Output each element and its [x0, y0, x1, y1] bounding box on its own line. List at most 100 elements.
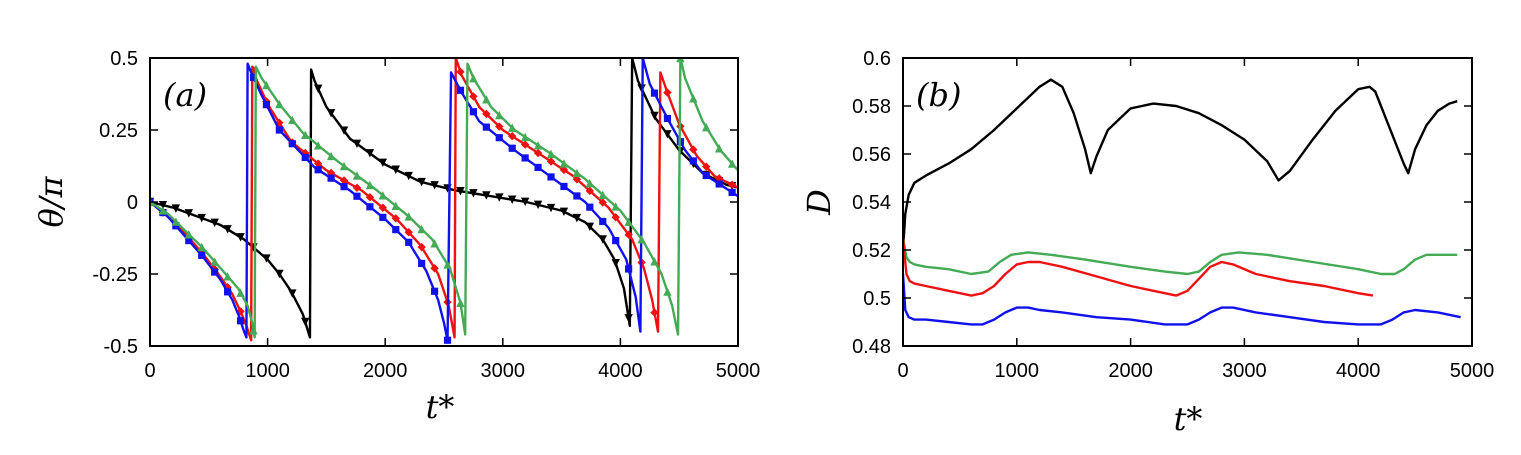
data-point — [158, 200, 168, 210]
data-point — [520, 197, 530, 207]
data-point — [572, 175, 582, 184]
x-tick-label: 5000 — [716, 360, 761, 382]
series-0 — [903, 78, 1458, 251]
data-point — [378, 191, 388, 200]
data-point — [546, 203, 556, 213]
data-point — [612, 236, 620, 245]
y-tick-label: 0.52 — [852, 240, 891, 262]
data-point — [404, 212, 413, 221]
series-line-1 — [903, 237, 1458, 276]
data-point — [405, 238, 413, 246]
data-point — [184, 230, 194, 239]
data-point — [702, 171, 710, 180]
x-tick-label: 4000 — [598, 360, 643, 382]
y-tick-label: 0.6 — [863, 48, 891, 70]
data-point — [663, 114, 672, 123]
panel-label-a: (a) — [163, 76, 207, 114]
series-line-3 — [150, 58, 738, 339]
series-2 — [903, 237, 1374, 297]
y-tick-label: 0.5 — [863, 288, 891, 310]
data-point — [521, 154, 529, 162]
data-point — [197, 213, 206, 223]
series-3 — [150, 58, 738, 339]
data-point — [185, 236, 193, 245]
data-point — [456, 298, 465, 307]
data-point — [534, 163, 542, 172]
data-point — [391, 214, 400, 223]
data-point — [171, 217, 181, 226]
data-point — [599, 217, 607, 226]
series-layer-b — [903, 78, 1461, 326]
data-point — [340, 183, 348, 191]
data-point — [611, 259, 620, 268]
y-tick-label: 0.48 — [852, 336, 891, 358]
data-point — [352, 171, 362, 180]
data-point — [482, 191, 491, 200]
data-point — [611, 202, 620, 211]
data-point — [469, 92, 478, 101]
data-point — [326, 151, 336, 161]
data-point — [650, 257, 659, 266]
data-point — [715, 180, 723, 188]
data-point — [210, 257, 219, 266]
data-point — [573, 192, 581, 200]
data-point — [585, 186, 595, 196]
data-point — [714, 174, 724, 183]
data-point — [171, 204, 181, 213]
data-point — [650, 308, 659, 317]
data-point — [184, 209, 194, 218]
data-point — [150, 197, 155, 207]
data-point — [598, 198, 607, 207]
data-point — [236, 307, 245, 316]
x-tick-label: 1000 — [995, 360, 1040, 382]
data-point — [365, 180, 375, 190]
data-point — [392, 226, 400, 234]
data-point — [339, 176, 349, 185]
series-2 — [150, 58, 738, 344]
data-point — [586, 203, 594, 211]
data-point — [559, 207, 569, 216]
x-tick-label: 3000 — [1222, 360, 1267, 382]
data-point — [223, 272, 232, 281]
y-tick-label: 0 — [127, 192, 138, 214]
data-point — [572, 213, 582, 223]
data-point — [624, 217, 633, 226]
series-1 — [150, 58, 738, 342]
data-point — [378, 158, 388, 168]
data-point — [572, 168, 582, 178]
y-axis-label-b: D — [800, 189, 838, 216]
series-layer-a — [150, 58, 738, 344]
data-point — [585, 178, 595, 188]
data-point — [326, 109, 336, 118]
data-point — [288, 140, 296, 148]
data-point — [327, 174, 335, 182]
data-point — [313, 84, 323, 94]
data-point — [508, 123, 517, 132]
data-point — [689, 157, 697, 165]
data-point — [391, 201, 400, 211]
data-point — [404, 171, 413, 181]
data-point — [236, 233, 245, 242]
data-point — [211, 268, 219, 276]
series-line-0 — [903, 78, 1458, 251]
data-point — [391, 165, 400, 174]
data-point — [339, 161, 349, 171]
data-point — [249, 325, 258, 335]
data-point — [469, 189, 478, 198]
data-point — [508, 144, 516, 152]
y-tick-label: 0.5 — [110, 48, 138, 70]
data-point — [365, 193, 375, 202]
data-point — [469, 73, 478, 83]
data-point — [598, 190, 607, 199]
data-point — [224, 288, 232, 296]
y-tick-label: 0.25 — [99, 120, 138, 142]
data-point — [236, 317, 245, 325]
data-point — [313, 141, 323, 150]
series-line-2 — [150, 58, 738, 342]
data-point — [443, 260, 452, 269]
data-point — [714, 144, 724, 153]
data-point — [702, 162, 711, 171]
data-point — [520, 132, 530, 142]
y-axis-label-a: θ/π — [32, 175, 70, 227]
